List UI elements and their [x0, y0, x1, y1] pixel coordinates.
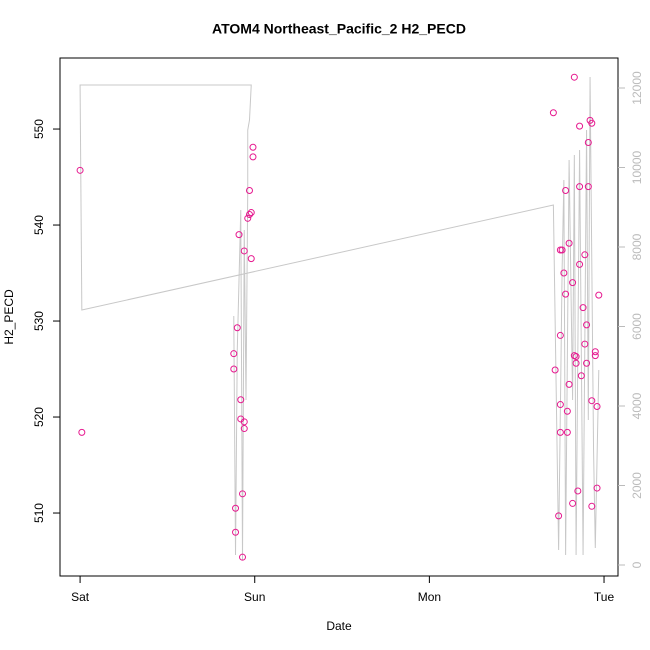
point: [249, 153, 257, 161]
x-tick-label: Sun: [244, 590, 265, 604]
y2-tick-label: 0: [630, 561, 644, 568]
plot-frame: [59, 57, 619, 577]
point: [555, 512, 563, 520]
y-tick-label: 550: [32, 119, 46, 139]
point: [595, 291, 603, 299]
point: [240, 247, 248, 255]
point: [572, 359, 580, 367]
point: [556, 401, 564, 409]
point: [249, 143, 257, 151]
point: [76, 166, 84, 174]
line: [79, 76, 600, 560]
point: [551, 366, 559, 374]
point: [556, 331, 564, 339]
point: [562, 290, 570, 298]
point: [240, 418, 248, 426]
point: [583, 359, 591, 367]
point: [244, 214, 252, 222]
y-tick-label: 530: [32, 311, 46, 331]
point: [574, 487, 582, 495]
point: [579, 304, 587, 312]
y-axis-label: H2_PECD: [2, 289, 16, 345]
point: [588, 502, 596, 510]
point: [593, 484, 601, 492]
point: [237, 396, 245, 404]
point: [588, 397, 596, 405]
point: [240, 425, 248, 433]
point: [583, 321, 591, 329]
y2-tick-label: 10000: [630, 150, 644, 184]
point: [247, 209, 255, 217]
y2-tick-label: 2000: [630, 472, 644, 499]
point: [239, 490, 247, 498]
point: [245, 186, 253, 194]
point: [239, 553, 247, 561]
point: [576, 183, 584, 191]
point: [245, 210, 253, 218]
point: [232, 528, 240, 536]
point: [230, 350, 238, 358]
point: [233, 324, 241, 332]
point: [570, 73, 578, 81]
point: [563, 428, 571, 436]
x-axis-label: Date: [326, 619, 352, 633]
point: [247, 255, 255, 263]
y2-tick-label: 4000: [630, 392, 644, 419]
point: [576, 260, 584, 268]
point: [572, 353, 580, 361]
point: [230, 365, 238, 373]
point: [565, 380, 573, 388]
point: [569, 499, 577, 507]
point: [235, 231, 243, 239]
point: [562, 186, 570, 194]
chart-title: ATOM4 Northeast_Pacific_2 H2_PECD: [212, 21, 466, 37]
point: [581, 340, 589, 348]
point: [78, 428, 86, 436]
point: [558, 246, 566, 254]
point: [581, 251, 589, 259]
point: [584, 138, 592, 146]
point: [563, 407, 571, 415]
point: [569, 279, 577, 287]
y-tick-label: 540: [32, 215, 46, 235]
y2-tick-label: 8000: [630, 233, 644, 260]
point: [593, 402, 601, 410]
point: [591, 352, 599, 360]
point: [576, 122, 584, 130]
point: [556, 428, 564, 436]
x-tick-label: Sat: [71, 590, 90, 604]
point: [232, 504, 240, 512]
y2-tick-label: 12000: [630, 71, 644, 105]
point: [560, 269, 568, 277]
y-tick-label: 510: [32, 503, 46, 523]
point: [565, 239, 573, 247]
point: [549, 109, 557, 117]
point: [588, 119, 596, 127]
y2-tick-label: 6000: [630, 313, 644, 340]
point: [577, 372, 585, 380]
point: [591, 348, 599, 356]
x-tick-label: Tue: [594, 590, 615, 604]
point: [584, 183, 592, 191]
x-tick-label: Mon: [418, 590, 441, 604]
y-tick-label: 520: [32, 407, 46, 427]
